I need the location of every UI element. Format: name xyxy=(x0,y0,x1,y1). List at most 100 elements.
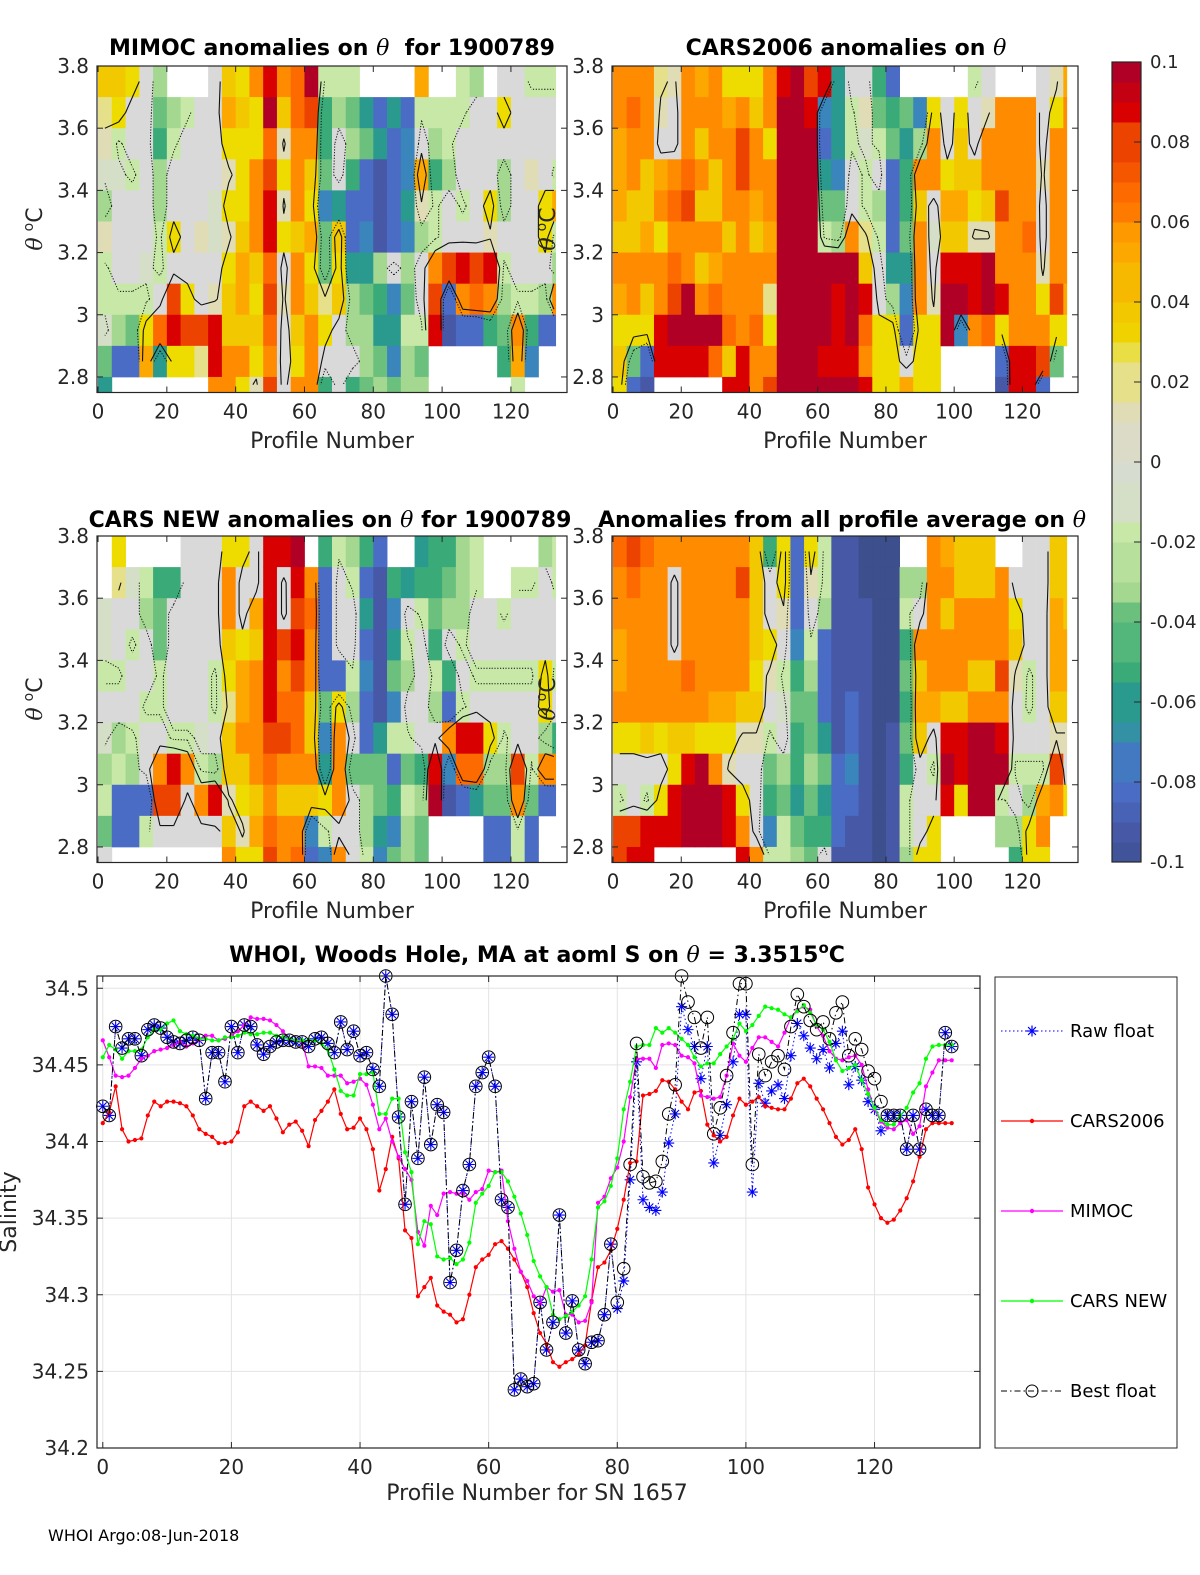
data-point xyxy=(113,1073,118,1078)
heatmap-cell xyxy=(125,722,140,755)
heatmap-cell xyxy=(276,629,292,661)
heatmap-cell xyxy=(804,252,819,285)
heatmap-cell xyxy=(776,753,791,786)
data-point xyxy=(480,1186,485,1192)
unit-text: C xyxy=(829,943,845,968)
heatmap-cell xyxy=(524,252,539,285)
data-point xyxy=(829,1005,843,1020)
legend-item-cars2006: CARS2006 xyxy=(1001,1111,1165,1132)
data-point xyxy=(370,1102,375,1107)
data-point xyxy=(743,1102,749,1107)
heatmap-cell xyxy=(497,598,512,630)
heatmap-cell xyxy=(831,66,846,98)
y-axis-label: θoC xyxy=(534,207,561,250)
heatmap-cell xyxy=(455,190,471,222)
heatmap-cell xyxy=(858,691,873,723)
data-point xyxy=(267,1104,273,1109)
heatmap-cell xyxy=(290,815,305,848)
heatmap-cell xyxy=(776,128,791,160)
x-tick-label: 60 xyxy=(292,870,317,894)
heatmap-cell xyxy=(899,846,914,863)
heatmap-cell xyxy=(817,190,832,222)
heatmap-cell xyxy=(735,221,750,253)
heatmap-cell xyxy=(510,629,526,661)
data-point xyxy=(119,1056,125,1061)
data-point xyxy=(859,1078,864,1083)
heatmap-cell xyxy=(858,815,873,848)
heatmap-cell xyxy=(694,97,709,129)
heatmap-cell xyxy=(899,314,914,347)
heatmap-cell xyxy=(194,221,209,253)
heatmap-cell xyxy=(249,97,264,129)
heatmap-cell xyxy=(681,252,696,285)
data-point xyxy=(694,1041,708,1055)
heatmap-cell xyxy=(872,598,887,630)
data-point xyxy=(721,1099,733,1111)
heatmap-cell xyxy=(981,784,996,817)
heatmap-cell xyxy=(899,159,914,191)
heatmap-cell xyxy=(776,846,791,863)
heatmap-cell xyxy=(845,598,860,630)
heatmap-cell xyxy=(858,376,873,393)
heatmap-cell xyxy=(221,97,237,129)
dot-marker-icon xyxy=(1029,1298,1035,1304)
data-point xyxy=(650,1204,662,1216)
heatmap-cell xyxy=(497,283,512,316)
heatmap-cell xyxy=(885,283,900,316)
heatmap-cell xyxy=(249,567,264,599)
heatmap-cell xyxy=(1008,221,1023,253)
heatmap-cell xyxy=(387,221,402,253)
y-tick-label: 3.2 xyxy=(572,711,604,735)
heatmap-cell xyxy=(552,221,557,253)
heatmap-cell xyxy=(208,66,223,98)
heatmap-cell xyxy=(139,252,154,285)
data-point xyxy=(692,1090,697,1095)
heatmap-cell xyxy=(510,722,526,755)
data-point xyxy=(319,1065,324,1071)
heatmap-cell xyxy=(845,846,860,863)
data-point xyxy=(685,1055,691,1060)
heatmap-cell xyxy=(483,598,498,630)
heatmap-cell xyxy=(640,97,655,129)
degree-superscript: o xyxy=(534,693,550,702)
heatmap-cell xyxy=(804,97,819,129)
heatmap-cell xyxy=(845,784,860,817)
heatmap-cell xyxy=(1049,252,1064,285)
x-tick-label: 80 xyxy=(873,870,898,894)
heatmap-cell xyxy=(817,567,832,599)
data-point xyxy=(901,1143,913,1155)
heatmap-cell xyxy=(1008,629,1023,661)
axes-box xyxy=(96,65,568,394)
data-point xyxy=(647,1042,652,1048)
heatmap-cell xyxy=(653,691,669,723)
heatmap-cell xyxy=(872,190,887,222)
heatmap-cell xyxy=(139,567,154,599)
x-tick-label: 80 xyxy=(361,400,386,424)
colorbar-tick-label: -0.04 xyxy=(1150,612,1197,633)
data-point xyxy=(422,1243,427,1248)
y-tick-label: 3.6 xyxy=(57,116,89,140)
heatmap-cell xyxy=(1049,159,1064,191)
heatmap-cell xyxy=(249,722,264,755)
heatmap-cell xyxy=(332,97,347,129)
heatmap-cell xyxy=(524,221,539,253)
heatmap-cell xyxy=(763,784,778,817)
heatmap-cell xyxy=(235,660,250,692)
x-tick-label: 120 xyxy=(1003,400,1041,424)
heatmap-cell xyxy=(845,66,860,98)
heatmap-cell xyxy=(111,815,126,848)
heatmap-cell xyxy=(722,815,737,848)
heatmap-cell xyxy=(290,345,305,378)
heatmap-cell xyxy=(653,128,669,160)
colorbar-swatch xyxy=(1112,62,1141,83)
colorbar-swatch xyxy=(1112,322,1141,343)
heatmap-cell xyxy=(387,345,402,378)
heatmap-cell xyxy=(749,722,764,755)
heatmap-cell xyxy=(153,66,168,98)
data-point xyxy=(917,1124,922,1129)
y-tick-label: 3 xyxy=(591,303,604,327)
heatmap-cell xyxy=(1022,722,1037,755)
heatmap-cell xyxy=(790,66,805,98)
heatmap-cell xyxy=(790,598,805,630)
